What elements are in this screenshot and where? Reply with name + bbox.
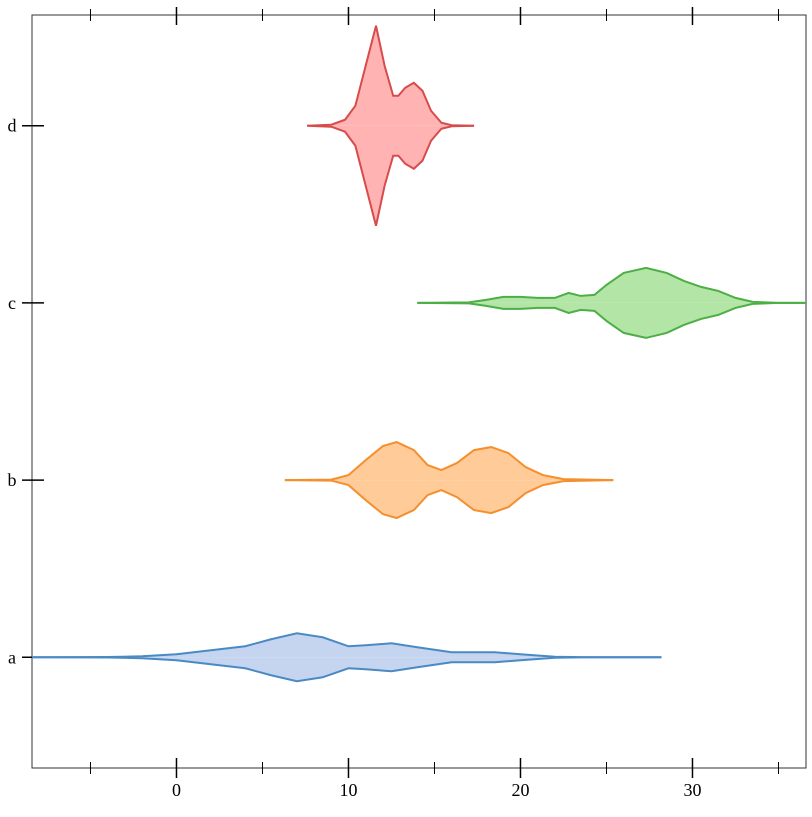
- violin-fill: [284, 480, 614, 519]
- violin-fill: [417, 267, 806, 303]
- x-tick-label: 20: [511, 780, 529, 800]
- x-tick-label: 10: [339, 780, 357, 800]
- violin-outline: [307, 25, 475, 127]
- violin-fill: [32, 633, 662, 658]
- x-tick-label: 30: [683, 780, 701, 800]
- violin-outline: [31, 632, 662, 659]
- y-tick-label: b: [8, 470, 17, 490]
- y-tick-label: d: [8, 116, 17, 136]
- x-tick-label: 0: [172, 780, 181, 800]
- y-tick-label: c: [8, 293, 16, 313]
- violin-fill: [284, 442, 614, 481]
- violin-outline: [307, 124, 475, 226]
- violin-outline: [284, 479, 614, 520]
- violin-fill: [307, 125, 475, 226]
- violin-fill: [32, 657, 662, 682]
- violin-fill: [307, 25, 475, 126]
- violin-outline: [417, 301, 806, 339]
- plot-frame: [31, 14, 807, 769]
- violin-fill: [417, 302, 806, 338]
- violin-outline: [31, 656, 662, 683]
- violin-outline: [284, 441, 614, 482]
- y-tick-label: a: [8, 647, 16, 667]
- violin-outline: [417, 266, 806, 304]
